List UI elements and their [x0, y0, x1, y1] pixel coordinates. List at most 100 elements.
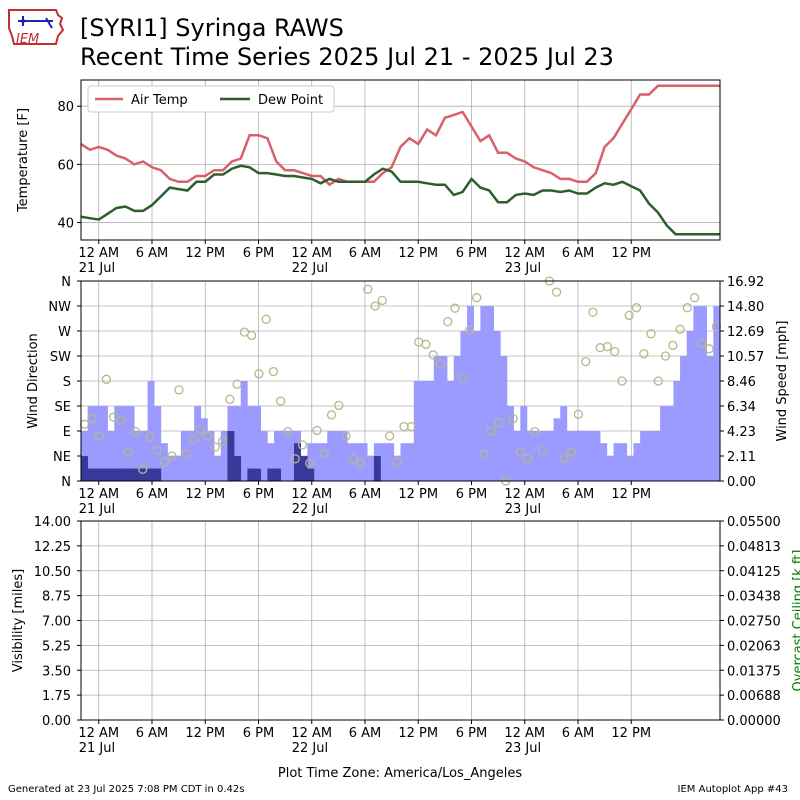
vis-x-tick-label: 6 AM — [562, 726, 595, 741]
wind-direction-point — [384, 431, 395, 441]
temp-x-date-label: 23 Jul — [505, 261, 541, 276]
temp-y-tick-label: 40 — [57, 217, 74, 232]
wind-speed-bar — [154, 406, 162, 481]
wind-speed-bar — [666, 406, 674, 481]
wind-speed-bar — [240, 381, 248, 481]
wind-speed-bar — [260, 431, 268, 481]
wind-speed-bar — [700, 306, 707, 481]
wind-direction-point — [312, 425, 322, 436]
wind-speed-bar — [613, 443, 621, 481]
wind-direction-point — [559, 454, 569, 464]
wind-x-tick-label: 12 AM — [291, 487, 332, 502]
wind-direction-point — [624, 310, 634, 321]
wind-direction-point — [123, 447, 133, 457]
wind-direction-point — [159, 457, 170, 467]
wind-x-tick-label: 12 PM — [611, 487, 651, 502]
vis-x-date-label: 23 Jul — [505, 741, 541, 756]
wind-direction-point — [196, 425, 206, 435]
wind-speed-bar — [134, 431, 142, 481]
legend-box — [87, 85, 335, 113]
wind-x-date-label: 21 Jul — [79, 502, 115, 517]
wind-speed-bar — [367, 456, 375, 481]
wind-direction-point — [537, 445, 547, 456]
visibility-tick-label: 10.50 — [34, 565, 71, 580]
wind-speed-bar — [686, 331, 694, 481]
temp-x-date-label: 22 Jul — [292, 261, 328, 276]
wind-direction-point — [493, 418, 504, 428]
wind-speed-bar — [460, 331, 468, 481]
wind-gust-bar — [274, 468, 281, 481]
wind-speed-bar — [473, 331, 481, 481]
wind-speed-bar — [247, 406, 255, 481]
wind-direction-point — [406, 421, 417, 432]
wind-speed-bar — [400, 443, 408, 481]
wind-direction-point — [595, 343, 605, 353]
wind-direction-point — [326, 410, 337, 420]
wind-speed-bar — [573, 431, 581, 481]
visibility-tick-label: 5.25 — [42, 639, 71, 654]
legend-label-air-temp: Air Temp — [131, 93, 188, 108]
wind-speed-tick-label: 0.00 — [727, 475, 756, 490]
wind-speed-bar — [606, 456, 614, 481]
app-note: IEM Autoplot App #43 — [677, 784, 788, 795]
wind-speed-bar — [387, 443, 395, 481]
wind-direction-point — [457, 373, 467, 383]
wind-speed-bar — [194, 406, 202, 481]
wind-direction-point — [581, 356, 591, 367]
wind-direction-point — [363, 284, 373, 294]
visibility-tick-label: 7.00 — [42, 615, 71, 630]
wind-direction-point — [443, 316, 453, 327]
wind-gust-bar — [234, 456, 242, 481]
wind-speed-bar — [287, 431, 295, 481]
wind-speed-bar — [127, 406, 135, 481]
visibility-tick-label: 0.00 — [42, 714, 71, 729]
wind-direction-point — [530, 426, 540, 437]
wind-speed-bar — [633, 443, 641, 481]
wind-speed-bar — [214, 456, 222, 481]
wind-direction-point — [675, 324, 685, 334]
wind-direction-point — [246, 330, 257, 341]
wind-speed-bar — [640, 431, 648, 481]
wind-speed-bar — [560, 406, 568, 481]
wind-x-tick-label: 6 AM — [349, 487, 382, 502]
wind-direction-point — [450, 303, 460, 313]
wind-direction-point — [508, 414, 518, 424]
wind-speed-bar — [340, 431, 348, 481]
wind-direction-point — [225, 394, 235, 404]
wind-gust-bar — [154, 468, 162, 481]
wind-speed-bar — [433, 356, 441, 481]
wind-speed-bar — [447, 381, 455, 481]
wind-speed-bar — [706, 356, 714, 481]
wind-direction-point — [377, 295, 387, 306]
wind-speed-bar — [140, 431, 148, 481]
temp-x-tick-label: 12 PM — [611, 246, 651, 261]
wind-speed-tick-label: 2.11 — [727, 450, 756, 465]
wind-speed-bar — [327, 431, 335, 481]
wind-speed-bar — [540, 431, 548, 481]
vis-x-tick-label: 12 PM — [611, 726, 651, 741]
wind-direction-point — [602, 341, 613, 352]
wind-x-tick-label: 12 PM — [398, 487, 438, 502]
wind-dir-tick-label: W — [58, 325, 71, 340]
ceiling-tick-label: 0.03438 — [727, 590, 781, 605]
wind-speed-bar — [107, 431, 115, 481]
wind-direction-point — [254, 369, 264, 379]
wind-x-tick-label: 12 PM — [185, 487, 225, 502]
wind-direction-point — [668, 340, 678, 351]
temp-x-tick-label: 12 PM — [398, 246, 438, 261]
wind-speed-bar — [267, 443, 275, 481]
wind-speed-bar — [533, 431, 541, 481]
wind-speed-bar — [81, 431, 88, 481]
wind-speed-bar — [600, 443, 608, 481]
wind-gust-bar — [373, 456, 381, 481]
wind-speed-bar — [307, 443, 315, 481]
wind-x-date-label: 22 Jul — [292, 502, 328, 517]
temp-x-tick-label: 12 AM — [504, 246, 545, 261]
wind-direction-point — [646, 329, 656, 339]
wind-direction-point — [639, 349, 649, 359]
wind-speed-bar — [660, 406, 668, 481]
temp-x-tick-label: 6 PM — [456, 246, 487, 261]
wind-speed-tick-label: 10.57 — [727, 350, 764, 365]
wind-speed-bar — [453, 356, 461, 481]
vis-x-tick-label: 6 PM — [243, 726, 274, 741]
